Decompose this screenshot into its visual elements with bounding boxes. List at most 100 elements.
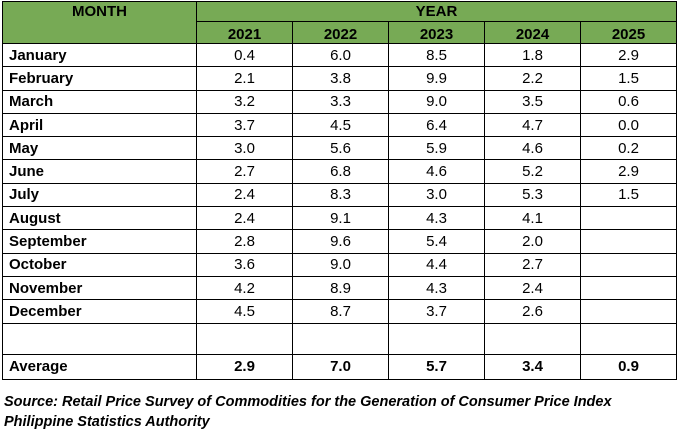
value-cell: 2.4 xyxy=(484,275,581,301)
year-column-header: 2025 xyxy=(579,21,678,44)
value-cell: 2.4 xyxy=(196,206,293,231)
value-cell: 3.3 xyxy=(292,89,389,114)
value-cell: 4.3 xyxy=(388,206,485,231)
value-cell: 4.1 xyxy=(484,206,581,231)
value-cell: 5.3 xyxy=(484,182,581,208)
month-cell: May xyxy=(2,136,197,161)
value-cell: 2.7 xyxy=(196,159,293,184)
value-cell: 4.3 xyxy=(388,275,485,301)
month-cell: February xyxy=(2,66,197,91)
average-label: Average xyxy=(2,353,197,380)
value-cell: 3.7 xyxy=(196,112,293,138)
value-cell: 5.6 xyxy=(292,136,389,161)
value-cell: 4.4 xyxy=(388,252,485,277)
value-cell: 2.0 xyxy=(484,229,581,254)
inflation-table: MONTH YEAR 2021 2022 2023 2024 2025 Janu… xyxy=(2,1,678,380)
value-cell: 2.1 xyxy=(196,66,293,91)
value-cell: 0.0 xyxy=(579,112,678,138)
value-cell: 2.7 xyxy=(484,252,581,277)
month-cell: December xyxy=(2,299,197,324)
value-cell: 2.6 xyxy=(484,299,581,324)
value-cell: 4.5 xyxy=(196,299,293,324)
value-cell: 9.0 xyxy=(292,252,389,277)
value-cell: 9.0 xyxy=(388,89,485,114)
value-cell: 8.9 xyxy=(292,275,389,301)
table-row: April 3.7 4.5 6.4 4.7 0.0 xyxy=(2,112,678,138)
value-cell: 6.8 xyxy=(292,159,389,184)
blank-cell xyxy=(2,322,197,355)
blank-cell xyxy=(292,322,389,355)
value-cell: 3.2 xyxy=(196,89,293,114)
value-cell: 9.1 xyxy=(292,206,389,231)
table-row: February 2.1 3.8 9.9 2.2 1.5 xyxy=(2,66,678,91)
value-cell: 2.8 xyxy=(196,229,293,254)
table-row: March 3.2 3.3 9.0 3.5 0.6 xyxy=(2,89,678,114)
month-cell: September xyxy=(2,229,197,254)
average-value: 5.7 xyxy=(388,353,485,380)
month-header: MONTH xyxy=(2,1,197,44)
month-cell: June xyxy=(2,159,197,184)
value-cell: 3.5 xyxy=(484,89,581,114)
month-cell: August xyxy=(2,206,197,231)
year-column-header: 2022 xyxy=(292,21,389,44)
source-agency: Philippine Statistics Authority xyxy=(4,414,210,430)
table-row: May 3.0 5.6 5.9 4.6 0.2 xyxy=(2,136,678,161)
value-cell: 1.8 xyxy=(484,42,581,68)
value-cell: 3.6 xyxy=(196,252,293,277)
blank-cell xyxy=(196,322,293,355)
blank-cell xyxy=(579,322,678,355)
value-cell: 3.8 xyxy=(292,66,389,91)
table-row: October 3.6 9.0 4.4 2.7 xyxy=(2,252,678,277)
month-cell: November xyxy=(2,275,197,301)
value-cell xyxy=(579,206,678,231)
value-cell: 4.6 xyxy=(388,159,485,184)
blank-cell xyxy=(484,322,581,355)
value-cell: 6.0 xyxy=(292,42,389,68)
source-note: Source: Retail Price Survey of Commoditi… xyxy=(4,392,612,432)
value-cell xyxy=(579,229,678,254)
blank-row xyxy=(2,322,678,355)
value-cell: 4.7 xyxy=(484,112,581,138)
value-cell: 4.6 xyxy=(484,136,581,161)
table-body: January 0.4 6.0 8.5 1.8 2.9 February 2.1 3.8 9.9 2… xyxy=(2,42,678,380)
average-value: 2.9 xyxy=(196,353,293,380)
value-cell xyxy=(579,252,678,277)
year-column-header: 2023 xyxy=(388,21,485,44)
value-cell: 2.4 xyxy=(196,182,293,208)
month-cell: January xyxy=(2,42,197,68)
value-cell: 3.0 xyxy=(388,182,485,208)
table-row: December 4.5 8.7 3.7 2.6 xyxy=(2,299,678,324)
average-value: 0.9 xyxy=(579,353,678,380)
average-row: Average 2.9 7.0 5.7 3.4 0.9 xyxy=(2,353,678,380)
value-cell: 0.6 xyxy=(579,89,678,114)
month-cell: October xyxy=(2,252,197,277)
month-cell: July xyxy=(2,182,197,208)
month-cell: March xyxy=(2,89,197,114)
value-cell xyxy=(579,299,678,324)
table-row: January 0.4 6.0 8.5 1.8 2.9 xyxy=(2,42,678,68)
value-cell: 2.2 xyxy=(484,66,581,91)
value-cell: 5.9 xyxy=(388,136,485,161)
value-cell: 4.5 xyxy=(292,112,389,138)
year-column-header: 2021 xyxy=(196,21,293,44)
year-header: YEAR xyxy=(195,1,678,22)
average-value: 7.0 xyxy=(292,353,389,380)
value-cell: 9.6 xyxy=(292,229,389,254)
value-cell: 3.7 xyxy=(388,299,485,324)
table-row: June 2.7 6.8 4.6 5.2 2.9 xyxy=(2,159,678,184)
value-cell: 1.5 xyxy=(579,182,678,208)
average-value: 3.4 xyxy=(484,353,581,380)
value-cell: 5.4 xyxy=(388,229,485,254)
value-cell: 0.2 xyxy=(579,136,678,161)
value-cell: 8.7 xyxy=(292,299,389,324)
value-cell: 5.2 xyxy=(484,159,581,184)
value-cell: 4.2 xyxy=(196,275,293,301)
value-cell: 0.4 xyxy=(196,42,293,68)
value-cell: 8.5 xyxy=(388,42,485,68)
year-column-header: 2024 xyxy=(484,21,581,44)
value-cell: 8.3 xyxy=(292,182,389,208)
month-cell: April xyxy=(2,112,197,138)
table-row: July 2.4 8.3 3.0 5.3 1.5 xyxy=(2,182,678,208)
source-line: Source: Retail Price Survey of Commoditi… xyxy=(4,394,612,410)
value-cell xyxy=(579,275,678,301)
